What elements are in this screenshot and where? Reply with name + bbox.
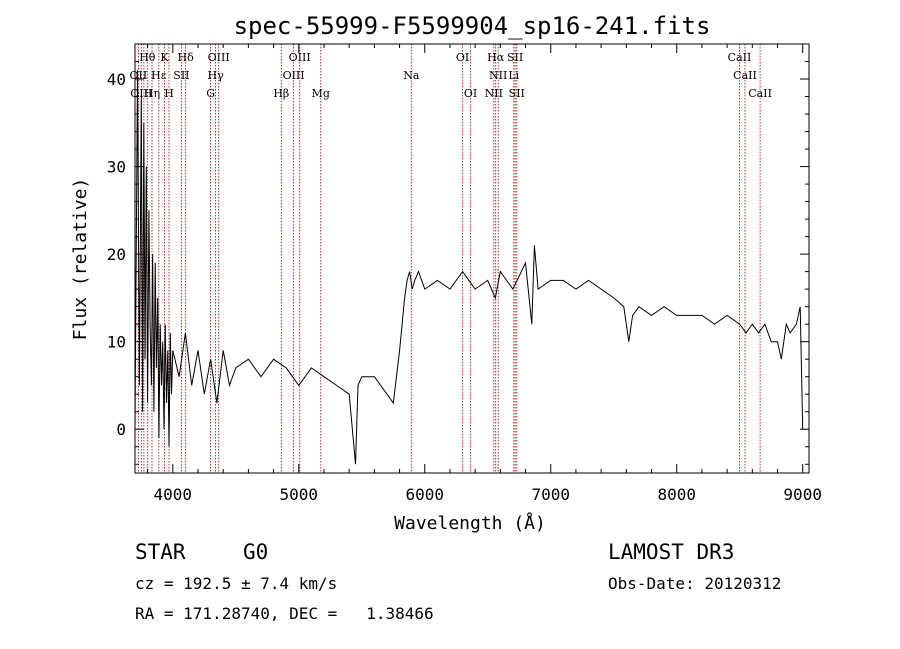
line-label: NII xyxy=(485,87,503,100)
y-tick-label: 10 xyxy=(107,333,126,352)
line-label: G xyxy=(206,87,215,100)
line-label: Na xyxy=(403,69,420,82)
object-subclass: G0 xyxy=(243,540,269,564)
x-tick-label: 6000 xyxy=(405,485,444,504)
line-label: Hγ xyxy=(208,69,225,82)
x-tick-label: 8000 xyxy=(657,485,696,504)
x-axis: 4000 5000 6000 7000 8000 9000 xyxy=(147,44,822,504)
line-label: Hβ xyxy=(273,87,289,100)
line-label: NII xyxy=(489,69,507,82)
line-label: OI xyxy=(456,51,469,64)
x-tick-label: 4000 xyxy=(154,485,193,504)
x-tick-label: 5000 xyxy=(280,485,319,504)
coordinates: RA = 171.28740, DEC = 1.38466 xyxy=(135,604,434,623)
chart-title: spec-55999-F5599904_sp16-241.fits xyxy=(234,12,711,40)
line-label: Hη xyxy=(144,87,160,100)
line-label: CaII xyxy=(748,87,772,100)
line-label: Mg xyxy=(312,87,330,100)
x-tick-label: 7000 xyxy=(531,485,570,504)
line-label: Hα xyxy=(487,51,505,64)
line-label: OIII xyxy=(208,51,230,64)
line-label: OI xyxy=(464,87,477,100)
line-label: K xyxy=(160,51,169,64)
velocity-readout: cz = 192.5 ± 7.4 km/s xyxy=(135,574,338,593)
line-label: Hθ xyxy=(139,51,156,64)
x-tick-label: 9000 xyxy=(783,485,822,504)
y-tick-label: 20 xyxy=(107,245,126,264)
plot-frame xyxy=(134,43,810,474)
line-label: OIII xyxy=(289,51,311,64)
spectrum-line xyxy=(134,70,804,465)
line-label: SII xyxy=(173,69,189,82)
y-axis-label: Flux (relative) xyxy=(70,178,91,341)
line-label: OII xyxy=(130,69,148,82)
line-markers xyxy=(137,44,761,473)
line-label: Li xyxy=(508,69,519,82)
y-axis: 0 10 20 30 40 xyxy=(107,43,809,465)
y-tick-label: 40 xyxy=(107,70,126,89)
y-tick-label: 0 xyxy=(116,420,126,439)
object-class: STAR xyxy=(135,540,186,564)
line-label: Hε xyxy=(151,69,167,82)
obs-date: Obs-Date: 20120312 xyxy=(608,574,782,593)
line-label: OIII xyxy=(283,69,305,82)
survey-name: LAMOST DR3 xyxy=(608,540,735,564)
y-tick-label: 30 xyxy=(107,158,126,177)
line-label: CaII xyxy=(733,69,757,82)
line-label: SII xyxy=(509,87,525,100)
line-label: H xyxy=(164,87,174,100)
line-label: CaII xyxy=(728,51,752,64)
x-axis-label: Wavelength (Å) xyxy=(394,512,546,534)
line-label: Hδ xyxy=(177,51,194,64)
line-label: SII xyxy=(507,51,523,64)
